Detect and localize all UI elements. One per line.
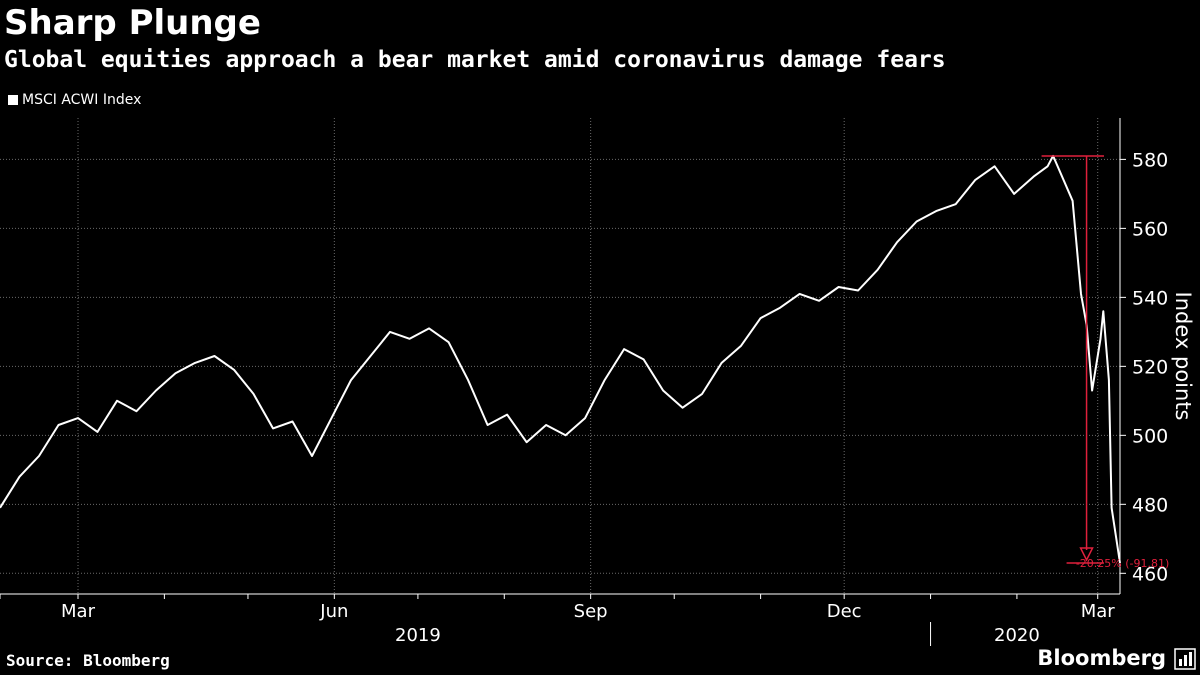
y-tick-label: 580 bbox=[1132, 149, 1168, 171]
grid-layer bbox=[0, 118, 1120, 594]
y-axis-label: Index points bbox=[1171, 292, 1195, 421]
chart-legend: MSCI ACWI Index bbox=[8, 92, 141, 108]
y-tick-label: 560 bbox=[1132, 218, 1168, 240]
chart-subtitle: Global equities approach a bear market a… bbox=[4, 47, 946, 73]
x-tick-label: Jun bbox=[319, 601, 348, 622]
legend-label: MSCI ACWI Index bbox=[22, 92, 142, 108]
y-tick-label: 460 bbox=[1132, 563, 1168, 585]
drop-label: -20.25% (-91.81) bbox=[1076, 557, 1169, 570]
axis-layer: 460 480 500 520 540 560 580 Mar Jun Sep Dec Mar 2019… bbox=[0, 118, 1195, 646]
bloomberg-terminal-icon bbox=[1174, 648, 1196, 670]
chart-title: Sharp Plunge bbox=[4, 3, 261, 43]
drop-arrow-head bbox=[1079, 547, 1094, 562]
series-layer bbox=[0, 154, 1121, 564]
x-tick-label: Sep bbox=[574, 601, 608, 622]
x-tick-label: Mar bbox=[61, 601, 96, 622]
year-label: 2020 bbox=[994, 625, 1040, 646]
bloomberg-logo: Bloomberg bbox=[1037, 646, 1166, 670]
x-tick-label: Mar bbox=[1081, 601, 1116, 622]
year-label: 2019 bbox=[395, 625, 441, 646]
legend-swatch-icon bbox=[8, 95, 18, 105]
y-tick-label: 480 bbox=[1132, 494, 1168, 516]
y-tick-label: 520 bbox=[1132, 356, 1168, 378]
source-note: Source: Bloomberg bbox=[6, 651, 170, 670]
y-tick-label: 500 bbox=[1132, 425, 1168, 447]
x-tick-label: Dec bbox=[827, 601, 862, 622]
series-line bbox=[0, 154, 1121, 564]
y-tick-label: 540 bbox=[1132, 287, 1168, 309]
annotation-layer: -20.25% (-91.81) bbox=[1041, 155, 1169, 570]
